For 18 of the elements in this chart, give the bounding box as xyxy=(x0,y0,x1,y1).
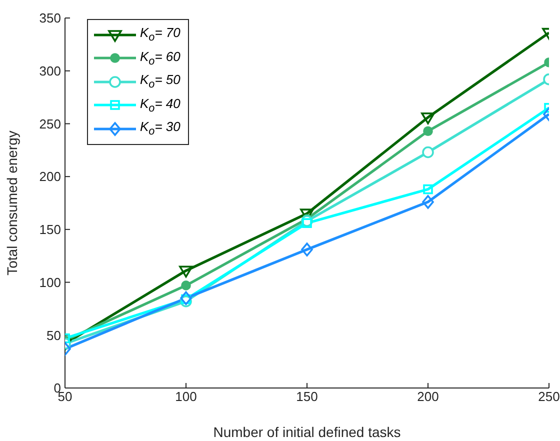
legend-label: K$_{o}$= 60 xyxy=(140,48,180,68)
y-tick-label: 150 xyxy=(39,222,61,238)
legend-label: K$_{o}$= 50 xyxy=(140,72,180,92)
y-tick-label: 350 xyxy=(39,10,61,26)
x-tick-label: 250 xyxy=(538,389,560,404)
x-tick-label: 150 xyxy=(296,389,318,404)
y-tick-label: 250 xyxy=(39,116,61,132)
x-tick-label: 100 xyxy=(175,389,197,404)
y-tick-label: 50 xyxy=(46,328,61,343)
y-tick-label: 100 xyxy=(39,274,61,290)
y-tick-label: 300 xyxy=(39,63,61,78)
legend-label: K$_{o}$= 30 xyxy=(140,119,180,138)
legend-label: K$_{o}$= 40 xyxy=(140,96,180,115)
x-tick-label: 200 xyxy=(417,389,439,404)
legend-label: K$_{o}$= 70 xyxy=(140,25,180,44)
y-axis-title: Total consumed energy xyxy=(4,130,20,276)
y-tick-label: 200 xyxy=(39,169,61,184)
x-axis-title: Number of initial defined tasks xyxy=(213,424,401,440)
